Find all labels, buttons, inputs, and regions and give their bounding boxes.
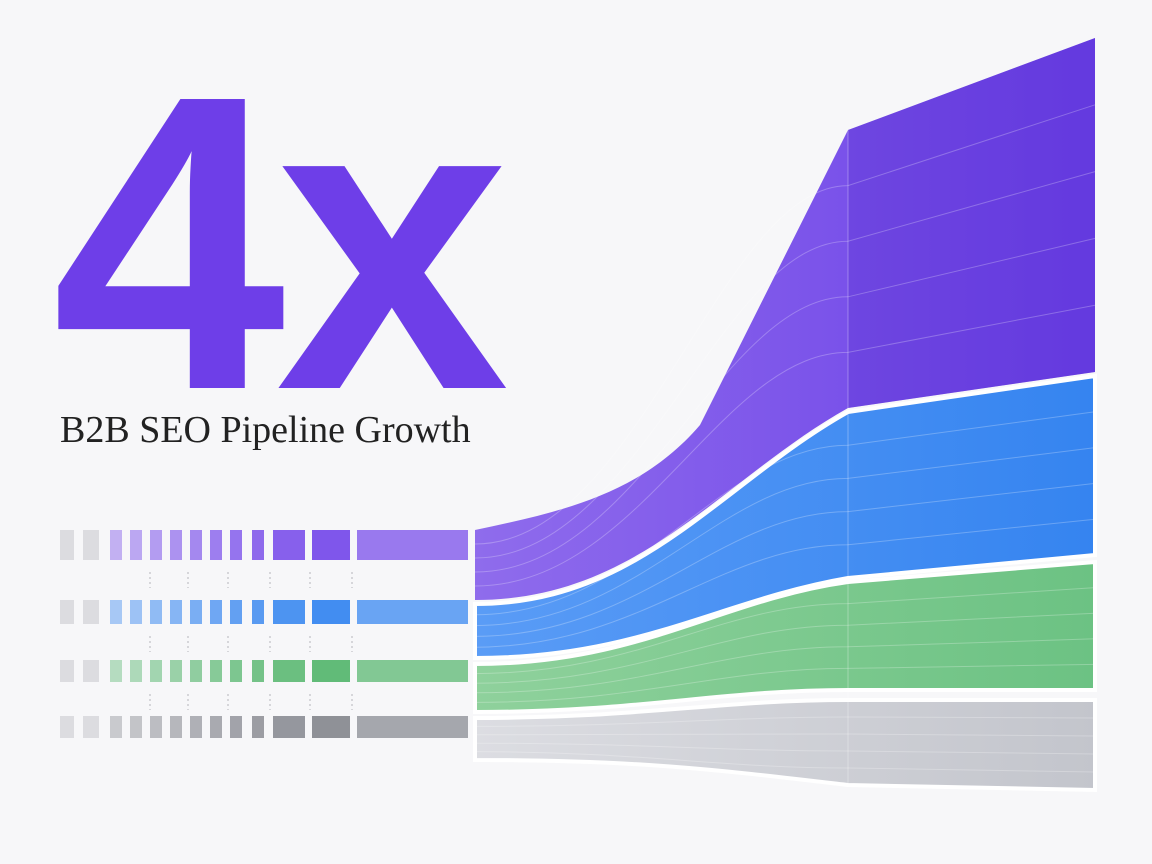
source-square (60, 716, 74, 738)
stream-line (474, 237, 1096, 573)
source-square (110, 530, 122, 560)
source-square (60, 530, 74, 560)
source-bar (357, 660, 468, 682)
headline: 4x (52, 9, 512, 478)
source-square (110, 660, 122, 682)
source-square (83, 660, 99, 682)
stream-line (474, 663, 1096, 703)
source-square (210, 600, 222, 624)
stream-lines (474, 104, 1096, 785)
stream-line (474, 733, 1096, 737)
source-square (312, 600, 350, 624)
source-square (252, 716, 264, 738)
stream-line (474, 447, 1096, 627)
stream-line (474, 518, 1096, 648)
gray-stream (473, 698, 1097, 793)
source-square (130, 600, 142, 624)
source-square (110, 716, 122, 738)
source-square (230, 600, 242, 624)
source-square (252, 660, 264, 682)
source-square (150, 530, 162, 560)
source-squares (60, 530, 468, 738)
source-square (170, 530, 182, 560)
source-bar (357, 600, 468, 624)
source-bar (357, 530, 468, 560)
source-square (190, 600, 202, 624)
source-square (83, 600, 99, 624)
stream-line (474, 742, 1096, 755)
purple-stream (475, 38, 1095, 600)
source-square (273, 530, 305, 560)
source-square (170, 660, 182, 682)
source-square (210, 530, 222, 560)
source-square (273, 716, 305, 738)
source-square (130, 530, 142, 560)
source-square (190, 716, 202, 738)
purple-shade (848, 38, 1095, 408)
stream-line (474, 612, 1096, 684)
source-square (312, 530, 350, 560)
stream-line (474, 171, 1096, 559)
source-square (252, 600, 264, 624)
source-square (273, 600, 305, 624)
source-square (312, 660, 350, 682)
source-square (150, 660, 162, 682)
source-square (312, 716, 350, 738)
source-square (170, 716, 182, 738)
stream-line (474, 716, 1096, 727)
stream-line (474, 638, 1096, 694)
blue-stream (473, 373, 1097, 661)
source-square (83, 716, 99, 738)
stream-line (474, 751, 1096, 773)
source-square (210, 716, 222, 738)
source-square (252, 530, 264, 560)
source-square (130, 660, 142, 682)
source-square (150, 716, 162, 738)
source-square (190, 660, 202, 682)
source-bar (357, 716, 468, 738)
green-stream (473, 559, 1097, 715)
stream-line (474, 411, 1096, 616)
source-square (150, 600, 162, 624)
source-square (83, 530, 99, 560)
stream-line (474, 104, 1096, 545)
source-square (230, 530, 242, 560)
source-square (230, 660, 242, 682)
subtitle: B2B SEO Pipeline Growth (60, 409, 471, 451)
source-square (170, 600, 182, 624)
source-square (60, 600, 74, 624)
source-square (60, 660, 74, 682)
source-square (210, 660, 222, 682)
source-square (273, 660, 305, 682)
stream-line (474, 587, 1096, 675)
source-square (190, 530, 202, 560)
source-square (130, 716, 142, 738)
source-square (110, 600, 122, 624)
stream-line (474, 304, 1096, 587)
source-square (230, 716, 242, 738)
stream-line (474, 482, 1096, 637)
